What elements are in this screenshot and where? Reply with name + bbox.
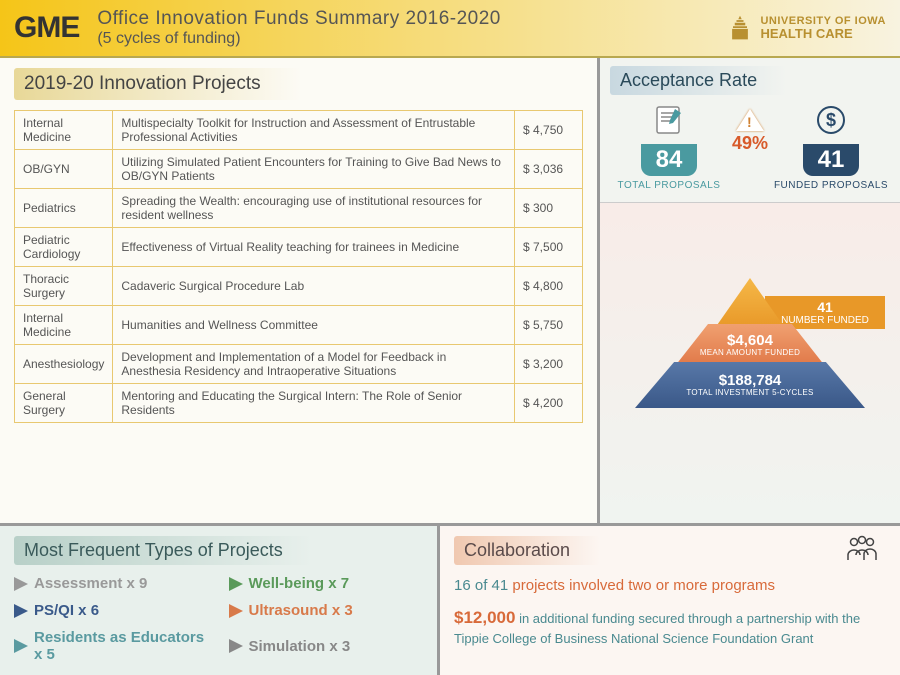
dept-cell: Pediatric Cardiology [15, 228, 113, 267]
dollar-icon: $ [811, 103, 851, 137]
table-row: Thoracic SurgeryCadaveric Surgical Proce… [15, 267, 583, 306]
pyramid-graphic: 41 NUMBER FUNDED $4,604 MEAN AMOUNT FUND… [615, 278, 885, 448]
desc-cell: Development and Implementation of a Mode… [113, 345, 515, 384]
document-icon [649, 103, 689, 137]
freq-label: Ultrasound x 3 [249, 602, 353, 619]
amount-cell: $ 3,036 [515, 150, 583, 189]
people-icon [842, 534, 882, 564]
org-logo: UNIVERSITY OF IOWA HEALTH CARE [726, 14, 886, 42]
table-row: Pediatric CardiologyEffectiveness of Vir… [15, 228, 583, 267]
arrow-icon [14, 639, 28, 653]
dept-cell: Internal Medicine [15, 306, 113, 345]
freq-label: Well-being x 7 [249, 575, 350, 592]
pyramid-panel: 41 NUMBER FUNDED $4,604 MEAN AMOUNT FUND… [600, 203, 900, 523]
frequent-types-title: Most Frequent Types of Projects [14, 536, 313, 565]
amount-cell: $ 7,500 [515, 228, 583, 267]
gme-badge: GME [14, 11, 79, 45]
alert-icon [736, 109, 764, 131]
desc-cell: Utilizing Simulated Patient Encounters f… [113, 150, 515, 189]
funded-proposals-value: 41 [803, 144, 859, 176]
capitol-icon [726, 14, 754, 42]
desc-cell: Multispecialty Toolkit for Instruction a… [113, 111, 515, 150]
desc-cell: Mentoring and Educating the Surgical Int… [113, 384, 515, 423]
svg-text:$: $ [826, 110, 836, 130]
collab-line2: $12,000 in additional funding secured th… [454, 606, 886, 648]
freq-item: Ultrasound x 3 [229, 602, 424, 619]
acceptance-row: 84 TOTAL PROPOSALS 49% $ 41 FUNDED PROPO… [610, 103, 890, 192]
pyramid-tier2: $4,604 MEAN AMOUNT FUNDED [675, 324, 825, 366]
main-grid: 2019-20 Innovation Projects Internal Med… [0, 58, 900, 523]
projects-table: Internal MedicineMultispecialty Toolkit … [14, 110, 583, 423]
projects-panel: 2019-20 Innovation Projects Internal Med… [0, 58, 600, 523]
dept-cell: Anesthesiology [15, 345, 113, 384]
logo-text: UNIVERSITY OF IOWA HEALTH CARE [760, 15, 886, 41]
projects-title: 2019-20 Innovation Projects [14, 68, 301, 100]
frequent-types-panel: Most Frequent Types of Projects Assessme… [0, 526, 440, 675]
acceptance-rate: 49% [732, 103, 768, 154]
bottom-row: Most Frequent Types of Projects Assessme… [0, 523, 900, 675]
amount-cell: $ 3,200 [515, 345, 583, 384]
freq-label: PS/QI x 6 [34, 602, 99, 619]
freq-label: Simulation x 3 [249, 638, 351, 655]
acceptance-rate-value: 49% [732, 133, 768, 154]
desc-cell: Cadaveric Surgical Procedure Lab [113, 267, 515, 306]
amount-cell: $ 5,750 [515, 306, 583, 345]
desc-cell: Effectiveness of Virtual Reality teachin… [113, 228, 515, 267]
desc-cell: Spreading the Wealth: encouraging use of… [113, 189, 515, 228]
dept-cell: Internal Medicine [15, 111, 113, 150]
page-title: Office Innovation Funds Summary 2016-202… [97, 8, 726, 30]
dept-cell: Thoracic Surgery [15, 267, 113, 306]
table-row: AnesthesiologyDevelopment and Implementa… [15, 345, 583, 384]
freq-label: Residents as Educators x 5 [34, 629, 209, 663]
freq-item: Assessment x 9 [14, 575, 209, 592]
table-row: PediatricsSpreading the Wealth: encourag… [15, 189, 583, 228]
amount-cell: $ 4,750 [515, 111, 583, 150]
freq-item: PS/QI x 6 [14, 602, 209, 619]
page: GME Office Innovation Funds Summary 2016… [0, 0, 900, 675]
desc-cell: Humanities and Wellness Committee [113, 306, 515, 345]
freq-label: Assessment x 9 [34, 575, 147, 592]
amount-cell: $ 300 [515, 189, 583, 228]
total-proposals-box: 84 TOTAL PROPOSALS [610, 103, 728, 192]
page-subtitle: (5 cycles of funding) [97, 30, 726, 48]
table-row: General SurgeryMentoring and Educating t… [15, 384, 583, 423]
header-bar: GME Office Innovation Funds Summary 2016… [0, 0, 900, 58]
arrow-icon [229, 577, 243, 591]
table-row: Internal MedicineHumanities and Wellness… [15, 306, 583, 345]
collab-line1: 16 of 41 projects involved two or more p… [454, 577, 886, 594]
amount-cell: $ 4,800 [515, 267, 583, 306]
right-column: Acceptance Rate 84 TOTAL PROPOSALS 49% $… [600, 58, 900, 523]
dept-cell: Pediatrics [15, 189, 113, 228]
dept-cell: OB/GYN [15, 150, 113, 189]
arrow-icon [14, 577, 28, 591]
funded-proposals-box: $ 41 FUNDED PROPOSALS [772, 103, 890, 192]
title-block: Office Innovation Funds Summary 2016-202… [97, 8, 726, 48]
amount-cell: $ 4,200 [515, 384, 583, 423]
table-row: Internal MedicineMultispecialty Toolkit … [15, 111, 583, 150]
collaboration-panel: Collaboration 16 of 41 projects involved… [440, 526, 900, 675]
total-proposals-label: TOTAL PROPOSALS [610, 180, 728, 192]
frequent-types-grid: Assessment x 9 Well-being x 7 PS/QI x 6 Ult… [14, 575, 423, 663]
acceptance-panel: Acceptance Rate 84 TOTAL PROPOSALS 49% $… [600, 58, 900, 203]
collaboration-title: Collaboration [454, 536, 600, 565]
arrow-icon [229, 604, 243, 618]
arrow-icon [229, 639, 243, 653]
freq-item: Simulation x 3 [229, 629, 424, 663]
funded-proposals-label: FUNDED PROPOSALS [772, 180, 890, 192]
acceptance-title: Acceptance Rate [610, 66, 787, 95]
dept-cell: General Surgery [15, 384, 113, 423]
table-row: OB/GYNUtilizing Simulated Patient Encoun… [15, 150, 583, 189]
pyramid-tier3: $188,784 TOTAL INVESTMENT 5-CYCLES [635, 362, 865, 408]
arrow-icon [14, 604, 28, 618]
total-proposals-value: 84 [641, 144, 697, 176]
freq-item: Well-being x 7 [229, 575, 424, 592]
freq-item: Residents as Educators x 5 [14, 629, 209, 663]
